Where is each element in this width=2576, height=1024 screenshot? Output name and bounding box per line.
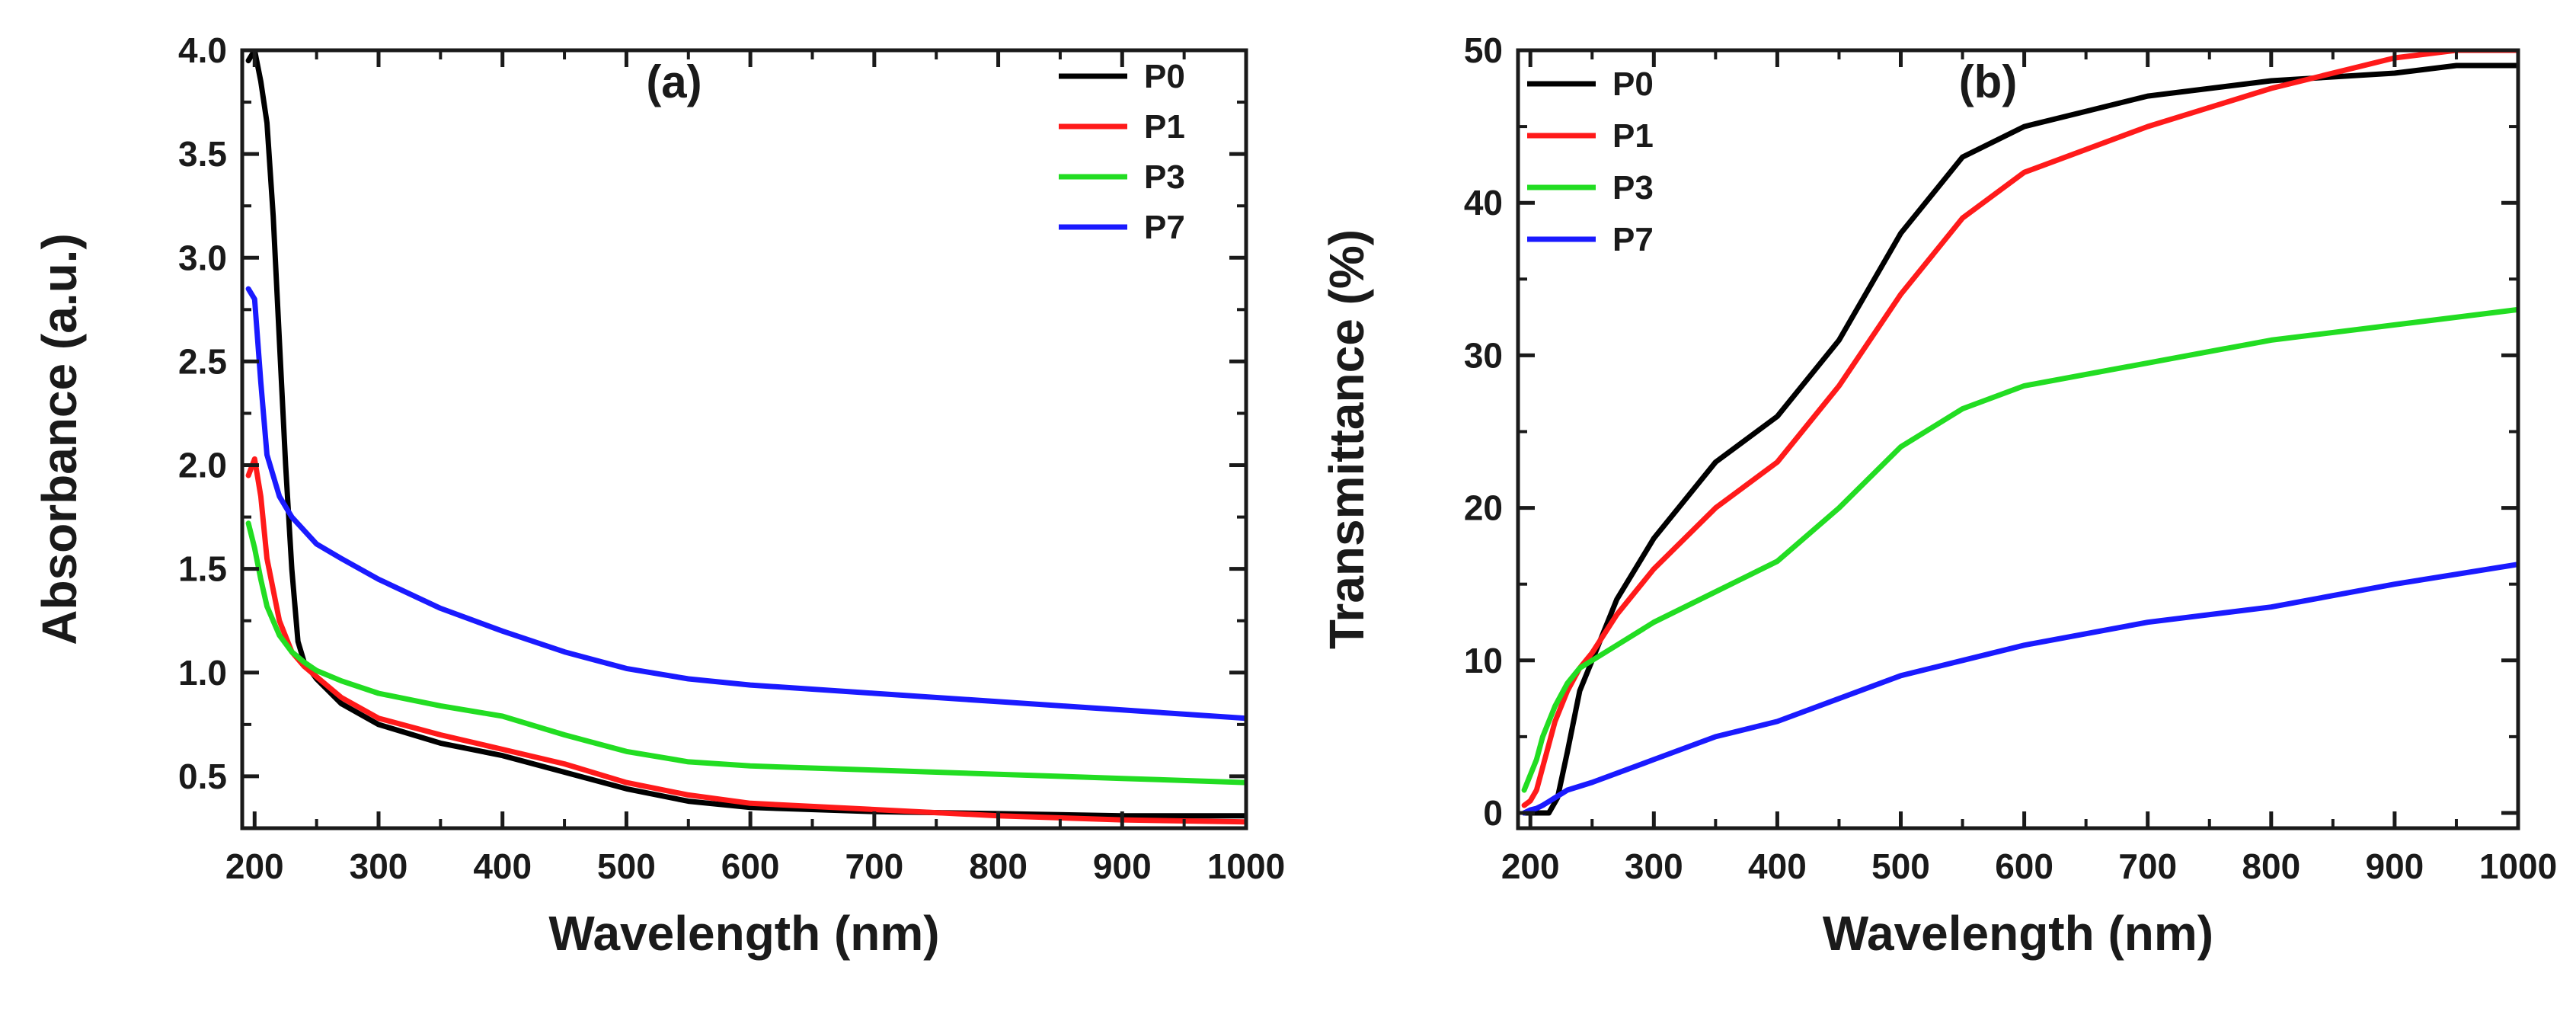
x-axis-title: Wavelength (nm) xyxy=(548,906,939,961)
series-line-p1 xyxy=(1521,50,2518,808)
series-line-p0 xyxy=(1521,62,2518,816)
plot-frame xyxy=(240,48,1248,830)
x-axis-title: Wavelength (nm) xyxy=(1823,906,2213,961)
x-tick-label: 200 xyxy=(1501,846,1560,886)
y-tick-label: 20 xyxy=(1464,488,1503,528)
y-tick-label: 2.0 xyxy=(178,446,227,485)
x-tick-label: 700 xyxy=(2118,846,2177,886)
y-tick-label: 40 xyxy=(1464,183,1503,222)
y-tick-label: 30 xyxy=(1464,335,1503,375)
y-tick-label: 1.0 xyxy=(178,653,227,693)
series-line-p7 xyxy=(1521,562,2518,816)
y-tick-label: 2.5 xyxy=(178,341,227,381)
y-tick-label: 10 xyxy=(1464,641,1503,680)
x-tick-label: 800 xyxy=(969,846,1028,886)
x-tick-label: 500 xyxy=(1871,846,1930,886)
y-tick-label: 1.5 xyxy=(178,549,227,589)
series-line-p3 xyxy=(245,520,1246,786)
series-line-p1 xyxy=(245,456,1246,825)
legend-label-p7: P7 xyxy=(1612,221,1654,258)
x-tick-label: 800 xyxy=(2242,846,2300,886)
legend-label-p1: P1 xyxy=(1612,117,1654,155)
x-tick-label: 400 xyxy=(473,846,532,886)
legend: P0 P1 P3 P7 xyxy=(1059,58,1185,246)
x-tick-label: 400 xyxy=(1748,846,1807,886)
series-line-p7 xyxy=(245,286,1246,722)
x-tick-label: 200 xyxy=(225,846,284,886)
x-tick-label: 900 xyxy=(2366,846,2424,886)
y-tick-label: 50 xyxy=(1464,30,1503,70)
x-tick-label: 1000 xyxy=(1207,846,1285,886)
y-tick-label: 0 xyxy=(1483,793,1503,833)
x-tick-label: 500 xyxy=(597,846,656,886)
legend-label-p3: P3 xyxy=(1144,158,1185,196)
x-tick-label: 600 xyxy=(721,846,780,886)
y-axis-title: Absorbance (a.u.) xyxy=(32,233,87,645)
x-tick-label: 300 xyxy=(1625,846,1683,886)
x-tick-label: 900 xyxy=(1093,846,1152,886)
legend-label-p7: P7 xyxy=(1144,209,1185,246)
y-tick-label: 3.5 xyxy=(178,134,227,174)
plot-frame xyxy=(1516,48,2520,830)
legend-label-p0: P0 xyxy=(1144,58,1185,95)
legend-label-p3: P3 xyxy=(1612,169,1654,206)
panel-label: (b) xyxy=(1959,56,2018,107)
y-tick-label: 4.0 xyxy=(178,30,227,70)
legend-label-p1: P1 xyxy=(1144,108,1185,146)
y-tick-label: 0.5 xyxy=(178,757,227,796)
legend-label-p0: P0 xyxy=(1612,66,1654,103)
chart-panel-a: 200 300 400 500 600 700 800 900 1000 0.5 1.0 1.5 2.0… xyxy=(32,30,1285,961)
legend: P0 P1 P3 P7 xyxy=(1527,66,1654,258)
y-tick-label: 3.0 xyxy=(178,238,227,277)
x-tick-label: 300 xyxy=(350,846,408,886)
panel-label: (a) xyxy=(646,56,702,107)
series-line-p3 xyxy=(1521,306,2518,793)
x-tick-label: 1000 xyxy=(2479,846,2557,886)
chart-panel-b: 200 300 400 500 600 700 800 900 1000 0 10 20 30 40 50 W… xyxy=(1319,30,2557,961)
x-tick-label: 600 xyxy=(1995,846,2053,886)
series-line-p0 xyxy=(245,50,1246,819)
x-tick-label: 700 xyxy=(845,846,903,886)
y-axis-title: Transmittance (%) xyxy=(1319,229,1374,649)
